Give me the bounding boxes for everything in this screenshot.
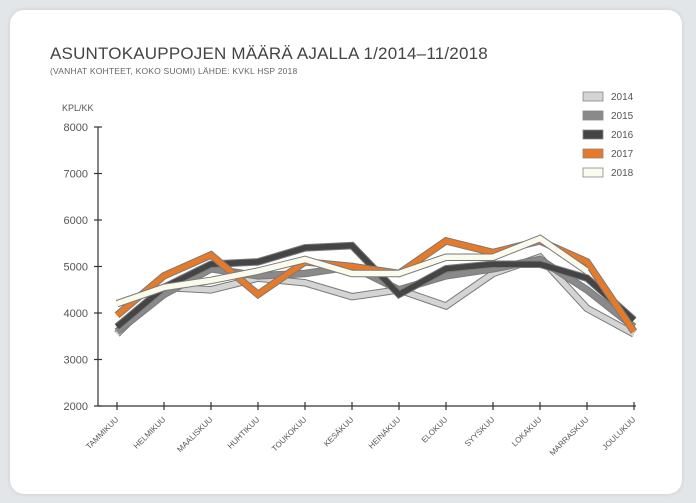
x-tick-label: HELMIKUU: [132, 415, 168, 451]
legend-label-2017: 2017: [611, 149, 634, 160]
x-tick-label: TOUKOKUU: [270, 415, 308, 453]
y-tick-label: 6000: [64, 215, 88, 227]
y-tick-label: 2000: [64, 401, 88, 413]
x-tick-label: HUHTIKUU: [226, 415, 262, 451]
x-tick-label: HEINÄKUU: [367, 415, 403, 451]
chart-title: ASUNTOKAUPPOJEN MÄÄRÄ AJALLA 1/2014–11/2…: [50, 44, 488, 63]
y-tick-label: 5000: [64, 262, 88, 274]
legend-swatch-2016: [582, 129, 604, 140]
legend-label-2018: 2018: [611, 168, 634, 179]
legend-swatch-2015: [582, 110, 604, 121]
legend-swatch-2018: [582, 167, 604, 178]
legend-swatch-2017: [582, 148, 604, 159]
y-tick-label: 8000: [64, 122, 88, 134]
x-tick-label: LOKAKUU: [510, 415, 544, 449]
x-tick-label: JOULUKUU: [601, 415, 638, 452]
legend-label-2014: 2014: [611, 92, 634, 103]
x-tick-label: SYYSKUU: [463, 415, 497, 449]
x-tick-label: MARRASKUU: [548, 415, 591, 458]
legend-label-2015: 2015: [611, 111, 634, 122]
legend-swatch-2014: [582, 91, 604, 102]
x-tick-label: MAALISKUU: [175, 415, 214, 454]
x-tick-label: KESÄKUU: [322, 415, 356, 449]
y-tick-label: 4000: [64, 308, 88, 320]
chart-subtitle: (VANHAT KOHTEET, KOKO SUOMI) LÄHDE: KVKL…: [50, 66, 298, 76]
legend-label-2016: 2016: [611, 130, 634, 141]
series-line-2018: [116, 235, 589, 307]
x-tick-label: TAMMIKUU: [84, 415, 120, 451]
y-tick-label: 7000: [64, 169, 88, 181]
x-tick-label: ELOKUU: [420, 415, 450, 445]
y-tick-label: 3000: [64, 355, 88, 367]
y-axis-label: KPL/KK: [62, 103, 94, 113]
